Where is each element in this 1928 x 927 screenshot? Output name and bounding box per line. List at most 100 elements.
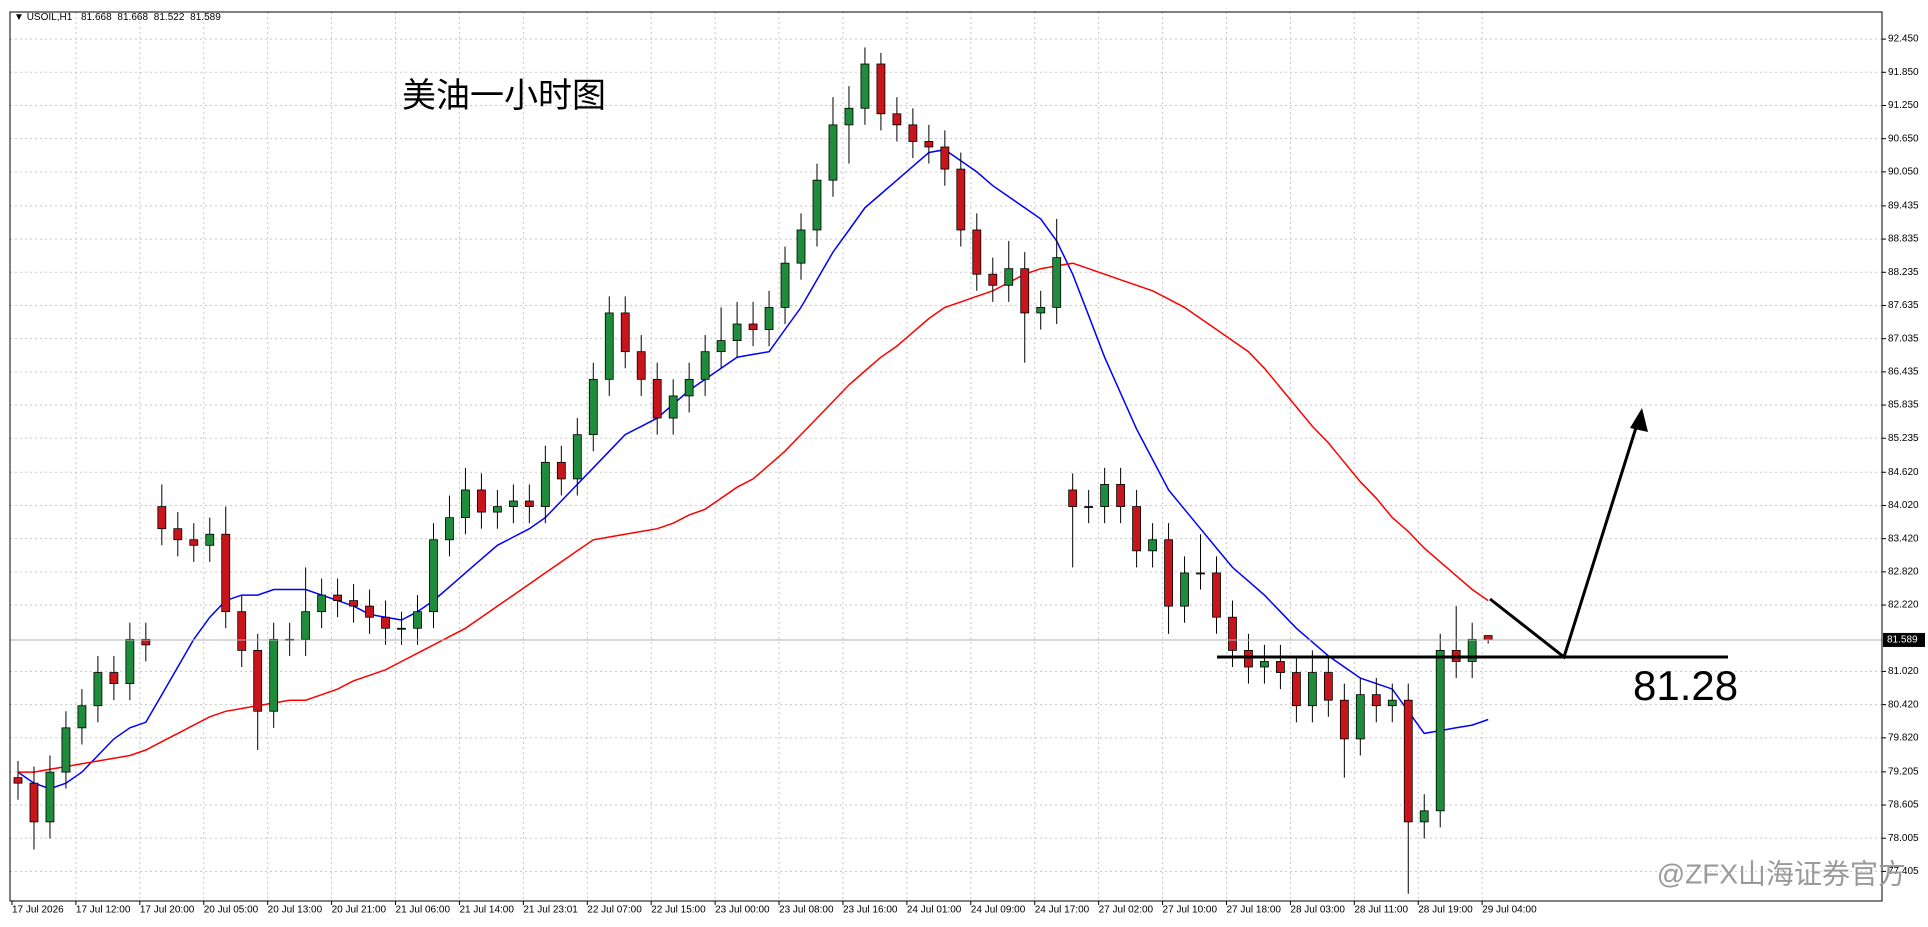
y-tick-label: 79.820 [1888,732,1919,743]
header-high: 81.668 [117,12,148,23]
moving-average-line [17,148,1489,790]
candle-body [828,124,838,181]
y-tick-label: 82.820 [1888,566,1919,577]
candle-body [1212,572,1221,618]
y-tick-label: 78.005 [1888,833,1919,844]
header-close: 81.589 [190,12,221,23]
candle-body [1292,672,1301,707]
candle-body [301,611,311,640]
candle-body [1164,539,1173,607]
candle-body [684,378,694,397]
y-tick-label: 90.050 [1888,167,1919,178]
candle-body [1196,572,1205,575]
candle-body [620,312,630,353]
y-tick-label: 81.020 [1888,666,1919,677]
x-tick-label: 17 Jul 20:00 [140,905,195,916]
x-tick-label: 23 Jul 08:00 [779,905,834,916]
candle-body [1180,572,1189,607]
candle-body [61,727,71,773]
candle-body [604,312,614,380]
candle-body [29,782,39,823]
chart-title: 美油一小时图 [402,77,606,115]
candle-body [1228,616,1237,651]
candle-body [860,63,870,109]
x-tick-label: 21 Jul 23:01 [523,905,578,916]
x-tick-label: 22 Jul 15:00 [651,905,706,916]
y-tick-label: 89.435 [1888,201,1919,212]
candle-body [1068,489,1078,507]
candle-body [956,168,966,231]
candle-body [45,771,55,823]
candle-body [1020,268,1030,314]
candle-body [780,262,790,308]
last-price-label: 81.589 [1887,635,1918,646]
plot-frame [9,11,1883,902]
x-tick-label: 20 Jul 13:00 [268,905,323,916]
candle-body [1276,661,1285,673]
candle-body [429,539,438,613]
candle-body [1084,506,1094,508]
candle-body [365,605,374,618]
candle-body [125,638,135,684]
candle-body [1467,638,1477,662]
y-tick-label: 84.020 [1888,500,1919,511]
candle-body [397,627,406,630]
candle-body [876,63,886,115]
header-low: 81.522 [154,12,185,23]
candle-body [141,638,151,646]
projection-arrow [1489,417,1641,660]
grid-layer: 92.450 91.850 91.250 90.650 90.050 89.435 88.8… [10,12,1919,916]
y-tick-label: 85.235 [1888,433,1919,444]
symbol: USOIL,H1 [27,12,73,23]
moving-average-line [18,262,1489,773]
support-level-label: 81.28 [1633,662,1738,709]
x-tick-label: 28 Jul 11:00 [1354,905,1408,916]
candle-body [636,351,646,380]
x-tick-label: 17 Jul 12:00 [76,905,131,916]
overlay-layer: 81.28 81.589 [10,408,1925,709]
y-tick-label: 92.450 [1888,34,1919,45]
candle-body [1339,699,1349,740]
candle-body [972,229,982,275]
candle-body [1371,694,1381,707]
y-tick-label: 88.235 [1888,267,1919,278]
y-tick-label: 88.835 [1888,234,1919,245]
candle-body [413,611,422,629]
x-tick-label: 27 Jul 02:00 [1099,905,1154,916]
x-tick-label: 28 Jul 03:00 [1290,905,1345,916]
candle-body [844,107,854,126]
x-tick-label: 17 Jul 2026 [12,905,64,916]
candle-body [1052,257,1062,308]
candle-body [492,506,502,513]
header-arrow: ▼ [14,12,27,23]
candle-body [1419,810,1429,823]
candle-body [1355,694,1365,740]
y-tick-label: 91.850 [1888,67,1919,78]
ma-layer [17,148,1489,790]
candle-body [908,124,918,142]
y-tick-label: 86.435 [1888,367,1919,378]
candle-body [556,461,566,480]
y-tick-label: 79.205 [1888,766,1919,777]
candle-body [764,307,774,330]
x-tick-label: 23 Jul 00:00 [715,905,770,916]
candle-body [940,146,950,170]
x-tick-label: 22 Jul 07:00 [587,905,642,916]
candle-body [1036,307,1046,314]
candle-body [1100,484,1110,507]
candle-body [700,351,710,380]
candle-body [381,616,390,629]
candle-body [540,461,550,507]
x-tick-label: 21 Jul 14:00 [459,905,514,916]
candle-body [748,323,758,330]
candle-body [157,506,167,530]
candle-body [13,777,23,784]
x-tick-label: 27 Jul 18:00 [1226,905,1281,916]
candle-body [77,705,87,729]
candle-body [1116,484,1126,507]
watermark: @ZFX山海证券官方 [1657,858,1906,889]
candle-body [477,489,486,513]
candle-body [1260,661,1269,668]
